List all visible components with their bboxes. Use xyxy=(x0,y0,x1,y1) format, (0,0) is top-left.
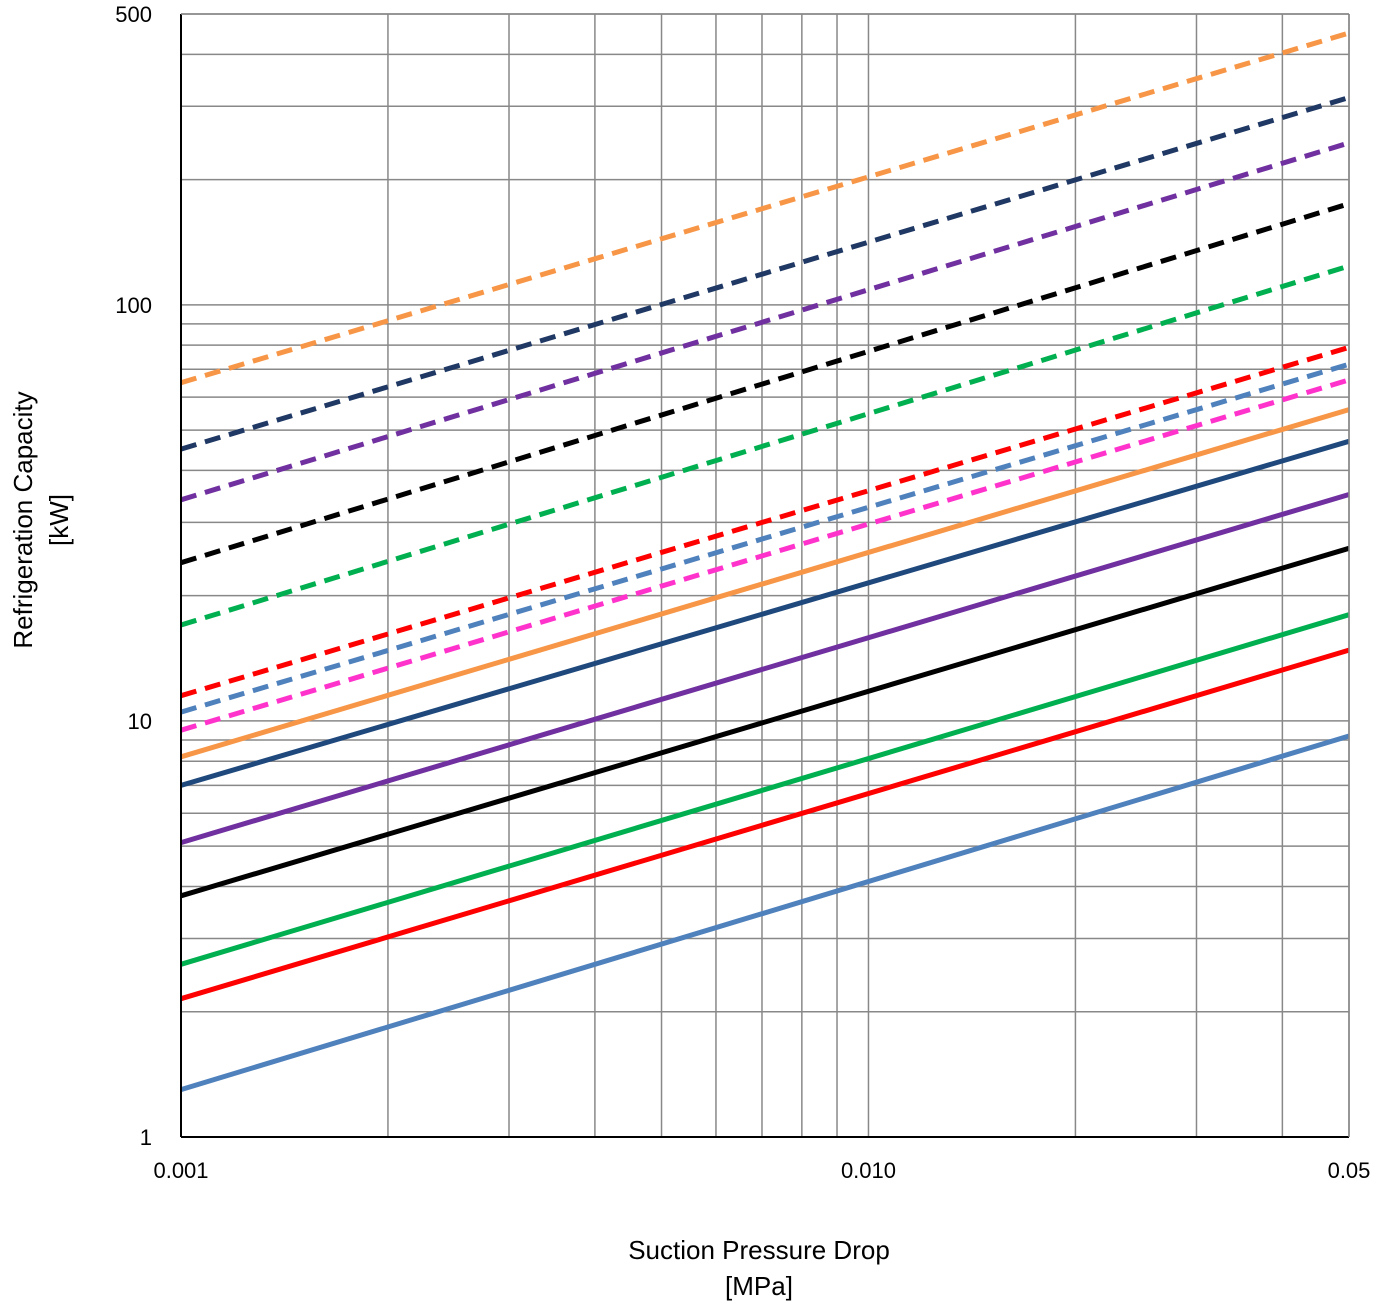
x-axis-title-line2: [MPa] xyxy=(725,1271,793,1301)
series-line-12 xyxy=(180,545,1350,899)
series-line-15 xyxy=(180,733,1350,1092)
y-axis-title-line1: Refrigeration Capacity xyxy=(8,391,38,648)
series-line-2 xyxy=(180,95,1350,452)
series-line-6 xyxy=(180,345,1350,699)
y-tick-label-0: 1 xyxy=(140,1125,152,1150)
grid xyxy=(180,13,1350,1138)
series-line-13 xyxy=(180,612,1350,967)
y-tick-label-1: 10 xyxy=(128,709,152,734)
series-line-5 xyxy=(180,263,1350,628)
series-line-11 xyxy=(180,492,1350,845)
series-line-7 xyxy=(180,361,1350,715)
series-line-8 xyxy=(180,377,1350,733)
y-axis-title-line2: [kW] xyxy=(44,494,74,546)
x-tick-label-2: 0.05 xyxy=(1328,1158,1371,1183)
y-tick-label-2: 100 xyxy=(115,293,152,318)
series-line-9 xyxy=(180,407,1350,760)
series-line-14 xyxy=(180,647,1350,1002)
plot-frame xyxy=(180,13,1350,1138)
series-line-1 xyxy=(180,30,1350,386)
series-line-3 xyxy=(180,140,1350,503)
x-tick-label-1: 0.010 xyxy=(841,1158,896,1183)
x-tick-label-0: 0.001 xyxy=(153,1158,208,1183)
series-line-10 xyxy=(180,438,1350,788)
y-tick-label-3: 500 xyxy=(115,2,152,27)
series-line-4 xyxy=(180,201,1350,566)
series-layer xyxy=(180,30,1350,1092)
tick-labels: 0.001 0.010 0.05 1 10 100 500 xyxy=(115,2,1370,1183)
x-axis-title-line1: Suction Pressure Drop xyxy=(628,1235,890,1265)
